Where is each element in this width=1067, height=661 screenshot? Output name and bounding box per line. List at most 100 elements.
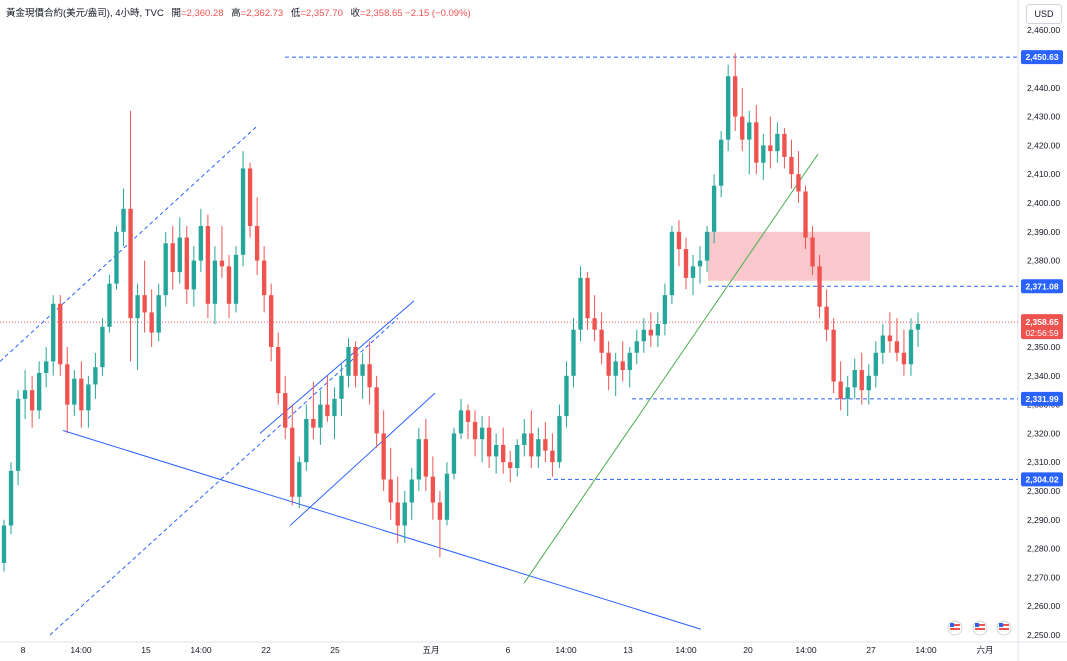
candle-body xyxy=(465,410,471,422)
candle-body xyxy=(564,375,569,417)
y-tick-label: 2,260.00 xyxy=(1027,601,1060,611)
us-flag-stripe-icon xyxy=(999,624,1009,626)
candle-body xyxy=(388,479,393,503)
candle-body xyxy=(367,364,372,388)
candle-body xyxy=(191,260,197,290)
candle-body xyxy=(430,476,436,503)
candle-body xyxy=(543,439,548,451)
resistance-zone xyxy=(708,231,870,281)
x-tick-label: 14:00 xyxy=(915,645,937,655)
candle-body xyxy=(536,439,541,457)
candle-body xyxy=(65,364,70,405)
candle-body xyxy=(866,375,871,391)
candle-body xyxy=(733,76,738,117)
candle-body xyxy=(515,444,520,468)
candle-body xyxy=(212,260,218,304)
candle-body xyxy=(1,525,7,563)
candle-body xyxy=(676,231,682,250)
candle-body xyxy=(620,361,625,371)
candle-body xyxy=(824,306,829,330)
us-flag-stripe-icon xyxy=(950,624,960,626)
x-tick-label: 13 xyxy=(623,645,633,655)
channel-line-lower xyxy=(49,317,399,636)
candle-body xyxy=(796,174,801,192)
y-tick-label: 2,460.00 xyxy=(1027,25,1060,35)
candle-body xyxy=(859,370,864,391)
countdown-text: 02:56:59 xyxy=(1025,328,1058,338)
candle-body xyxy=(170,243,175,273)
candle-body xyxy=(501,444,506,463)
candle-body xyxy=(571,329,576,376)
candle-body xyxy=(163,243,168,296)
current-price-text: 2,358.65 xyxy=(1025,317,1058,327)
candle-body xyxy=(205,226,211,304)
candle-body xyxy=(339,375,344,399)
x-tick-label: 27 xyxy=(866,645,876,655)
candle-body xyxy=(325,404,330,417)
candle-body xyxy=(522,433,527,445)
x-tick-label: 14:00 xyxy=(795,645,817,655)
candle-body xyxy=(711,185,717,232)
candle-body xyxy=(578,277,583,330)
chart-header: 黃金現價合約(美元/盎司), 4小時, TVC 開=2,360.28 高=2,3… xyxy=(6,5,471,19)
candle-body xyxy=(451,433,457,474)
candle-body xyxy=(402,502,407,526)
candle-body xyxy=(472,421,478,440)
price-axis-badge xyxy=(1021,279,1063,294)
candle-body xyxy=(557,416,562,463)
price-axis-badge xyxy=(1021,50,1063,65)
candle-body xyxy=(704,231,710,261)
candle-body xyxy=(789,156,794,175)
y-tick-label: 2,320.00 xyxy=(1027,428,1060,438)
candle-body xyxy=(613,361,618,376)
uptrend-line xyxy=(523,153,819,584)
candle-body xyxy=(332,398,337,417)
candle-body xyxy=(599,329,604,353)
candle-body xyxy=(142,295,147,313)
y-tick-label: 2,430.00 xyxy=(1027,112,1060,122)
low-label: 低 xyxy=(290,8,301,19)
x-tick-label: 15 xyxy=(141,645,151,655)
x-tick-label: 五月 xyxy=(422,645,439,655)
candle-body xyxy=(655,323,661,336)
x-tick-label: 14:00 xyxy=(675,645,697,655)
candle-body xyxy=(311,419,316,428)
open-value: =2,360.28 xyxy=(180,8,224,19)
current-price-badge xyxy=(1021,314,1063,340)
y-tick-label: 2,310.00 xyxy=(1027,457,1060,467)
close-label: 收 xyxy=(350,8,361,19)
us-flag-canton-icon xyxy=(950,623,954,627)
candle-body xyxy=(156,295,161,333)
candle-body xyxy=(838,381,843,399)
change-value: −2.15 (−0.09%) xyxy=(405,8,471,19)
candle-body xyxy=(782,133,787,157)
candle-body xyxy=(718,139,724,186)
candle-body xyxy=(51,303,56,362)
candle-body xyxy=(100,326,105,368)
candle-body xyxy=(908,329,914,365)
candle-body xyxy=(86,384,91,411)
candle-body xyxy=(304,419,309,463)
candle-body xyxy=(219,260,225,267)
candle-body xyxy=(58,303,63,365)
candle-body xyxy=(768,145,773,152)
candle-body xyxy=(648,329,654,336)
candle-body xyxy=(444,473,450,520)
us-flag-stripe-icon xyxy=(999,628,1009,630)
candle-body xyxy=(690,266,696,278)
candle-body xyxy=(346,347,351,376)
price-axis-badge-text: 2,371.08 xyxy=(1025,281,1058,291)
y-tick-label: 2,350.00 xyxy=(1027,342,1060,352)
low-value: =2,357.70 xyxy=(300,8,343,19)
descending-support-line xyxy=(62,430,702,630)
price-axis-badge-text: 2,331.99 xyxy=(1025,394,1058,404)
candle-body xyxy=(479,427,485,440)
currency-button[interactable]: USD xyxy=(1026,4,1062,24)
candle-body xyxy=(128,208,133,319)
candle-body xyxy=(775,133,780,152)
candle-body xyxy=(353,347,358,376)
candle-body xyxy=(592,318,597,330)
candle-body xyxy=(634,341,639,353)
